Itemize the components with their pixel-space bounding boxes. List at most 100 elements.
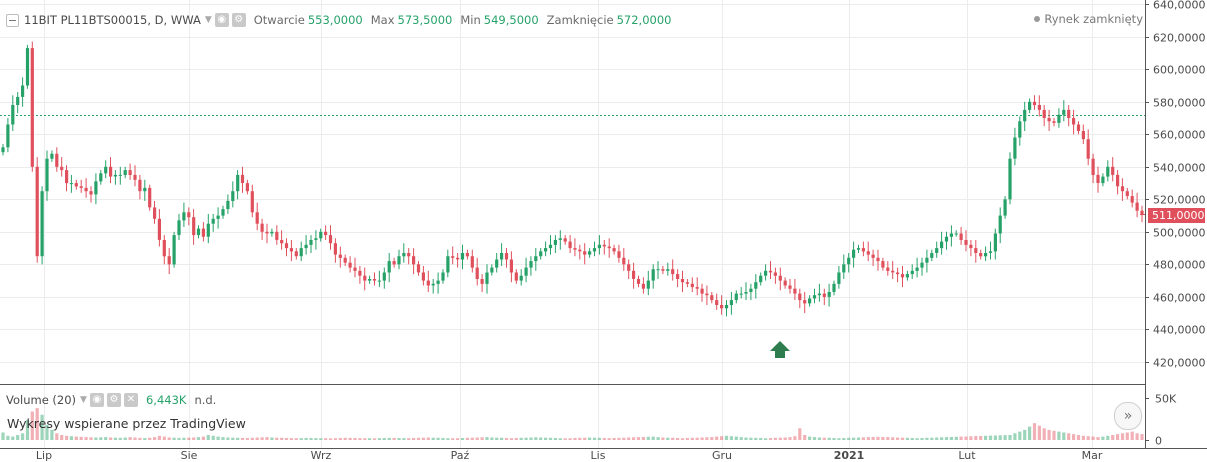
- candle-body: [729, 300, 733, 305]
- volume-bar: [11, 436, 15, 440]
- volume-bar: [905, 437, 909, 440]
- volume-bar: [1047, 429, 1051, 440]
- candle-body: [1106, 166, 1110, 177]
- time-axis-label: Mar: [1082, 449, 1103, 462]
- candle-body: [798, 293, 802, 301]
- volume-bar: [118, 437, 122, 440]
- volume-bar: [460, 438, 465, 440]
- volume-legend: Volume (20) ▼ ◉ ⚙ ✕ 6,443K n.d.: [6, 392, 216, 408]
- candle-body: [500, 253, 504, 260]
- candle-body: [1023, 109, 1027, 122]
- candle-body: [436, 280, 440, 284]
- close-icon[interactable]: ✕: [123, 393, 138, 407]
- candle-body: [935, 248, 939, 253]
- volume-bar: [148, 437, 152, 440]
- volume-bar: [1023, 429, 1027, 440]
- volume-bar: [172, 437, 176, 440]
- candle-body: [695, 287, 699, 289]
- volume-bar: [231, 437, 235, 440]
- volume-bar: [397, 438, 401, 440]
- price-tick-label: 580,0000: [1153, 97, 1206, 110]
- volume-bar: [1096, 437, 1100, 440]
- candle-body: [55, 153, 59, 167]
- candle-body: [803, 300, 807, 304]
- candle-body: [50, 153, 54, 159]
- visibility-eye-icon[interactable]: ◉: [214, 13, 229, 27]
- buy-marker-arrow: [770, 341, 790, 358]
- volume-bar: [832, 438, 836, 440]
- volume-bar: [289, 438, 293, 440]
- volume-bar: [16, 435, 20, 440]
- volume-bar: [940, 437, 944, 440]
- candle-body: [783, 280, 787, 286]
- gear-icon[interactable]: ⚙: [231, 13, 246, 27]
- visibility-eye-icon[interactable]: ◉: [89, 393, 104, 407]
- volume-bar: [480, 437, 484, 440]
- price-tick-label: 600,0000: [1153, 64, 1206, 77]
- powered-by-tradingview[interactable]: Wykresy wspierane przez TradingView: [7, 416, 246, 431]
- volume-histogram: [1, 408, 1144, 440]
- candle-body: [544, 248, 548, 252]
- collapse-legend-button[interactable]: [6, 13, 19, 27]
- volume-value: 6,443K: [145, 393, 187, 407]
- volume-bar: [676, 438, 680, 440]
- volume-bar: [196, 437, 201, 440]
- volume-bar: [441, 438, 445, 440]
- candle-body: [827, 292, 831, 297]
- candle-body: [1032, 101, 1037, 106]
- candle-body: [250, 191, 254, 213]
- volume-bar: [475, 437, 479, 440]
- volume-bar: [387, 437, 391, 440]
- volume-bar: [602, 438, 606, 440]
- candle-body: [1101, 176, 1105, 184]
- volume-bar: [343, 437, 347, 440]
- volume-bar: [935, 437, 939, 440]
- volume-bar: [607, 438, 611, 440]
- volume-bar: [866, 437, 870, 440]
- volume-bar: [812, 437, 817, 440]
- candle-body: [837, 272, 841, 284]
- candle-body: [294, 251, 298, 257]
- chevron-down-icon[interactable]: ▼: [204, 15, 212, 25]
- candle-body: [35, 166, 39, 257]
- price-tick-label: 540,0000: [1153, 162, 1206, 175]
- volume-bar: [79, 436, 83, 440]
- price-tick-label: 520,0000: [1153, 194, 1206, 207]
- time-axis-label: Sie: [181, 449, 198, 462]
- price-tick-label: 620,0000: [1153, 32, 1206, 45]
- volume-bar: [886, 437, 890, 440]
- candle-body: [896, 272, 900, 275]
- candle-body: [245, 183, 249, 192]
- gear-icon[interactable]: ⚙: [106, 393, 121, 407]
- candle-body: [1067, 109, 1071, 118]
- volume-bar: [1042, 428, 1046, 440]
- candle-body: [1008, 158, 1012, 200]
- chevron-down-icon[interactable]: ▼: [80, 395, 87, 405]
- double-chevron-right-icon: »: [1123, 408, 1133, 424]
- volume-bar: [495, 437, 499, 440]
- candle-body: [739, 293, 743, 295]
- volume-bar: [412, 438, 416, 440]
- candle-body: [465, 253, 469, 257]
- volume-bar: [1028, 426, 1032, 440]
- volume-bar: [1013, 433, 1017, 440]
- volume-bar: [30, 411, 34, 440]
- up-arrow-icon: [770, 341, 790, 358]
- candle-body: [622, 257, 626, 265]
- candle-body: [1096, 174, 1100, 183]
- candle-body: [377, 280, 381, 282]
- volume-bar: [1120, 433, 1125, 440]
- candle-body: [153, 207, 157, 219]
- open-value: 553,0000: [307, 13, 363, 27]
- candle-body: [1130, 196, 1134, 203]
- volume-bar: [852, 437, 856, 440]
- volume-bar: [162, 436, 166, 440]
- candle-body: [25, 48, 30, 86]
- scroll-to-realtime-button[interactable]: »: [1114, 402, 1142, 430]
- volume-bar: [363, 438, 367, 440]
- candle-body: [1057, 114, 1061, 123]
- candle-body: [299, 248, 303, 257]
- candle-body: [397, 256, 401, 265]
- volume-bar: [988, 435, 993, 440]
